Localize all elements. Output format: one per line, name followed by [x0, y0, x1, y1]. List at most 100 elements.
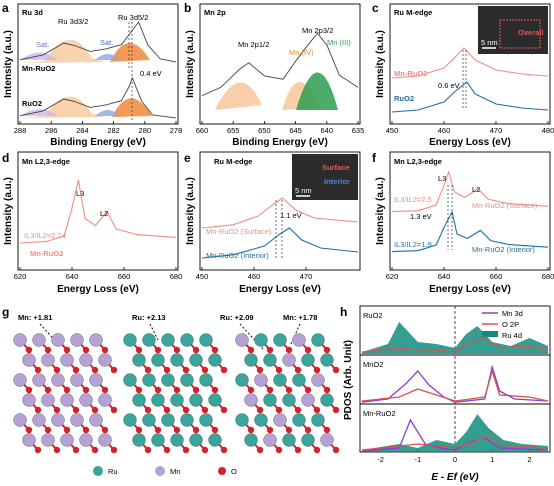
panel-a-shift: 0.4 eV [140, 69, 162, 78]
ru-atom [244, 353, 258, 367]
mn-atom [235, 333, 249, 347]
o-atom [173, 346, 181, 354]
panel-a-trace2: RuO2 [22, 99, 42, 108]
tick-label: -1 [414, 455, 421, 464]
panel-c-trace2: RuO2 [394, 94, 414, 103]
mn-atom [98, 433, 112, 447]
mn-atom [32, 333, 46, 347]
panel-h-ylabel: PDOS (Arb. Unit) [343, 340, 354, 420]
mn-atom [32, 413, 46, 427]
o-atom [91, 446, 99, 454]
panel-g-legend-ru-dot [93, 466, 103, 476]
panel-f-xticks: 620 640 660 680 [386, 267, 554, 281]
panel-f-line-surface [391, 170, 549, 213]
panel-b-peak1: Mn 2p1/2 [238, 40, 269, 49]
o-atom [72, 446, 80, 454]
o-atom [154, 426, 162, 434]
mn-atom [70, 333, 84, 347]
o-atom [91, 406, 99, 414]
o-atom [163, 406, 171, 414]
o-atom [304, 426, 312, 434]
o-atom [192, 386, 200, 394]
o-atom [25, 426, 33, 434]
ru-atom [199, 413, 213, 427]
panel-f: f Mn L2,3-edge Intensity (a.u.) Energy L… [372, 151, 554, 295]
ru-atom [142, 413, 156, 427]
o-atom [144, 446, 152, 454]
panel-a-xticks: 288 286 284 282 280 278 [14, 121, 182, 135]
panel-b-line [201, 32, 359, 97]
panel-e-trace2: Mn-RuO2 (Interior) [206, 251, 269, 260]
mn-atom [320, 433, 334, 447]
panel-f-l3: L3 [438, 174, 446, 183]
ru-atom [320, 393, 334, 407]
panel-e-inset-image [292, 154, 358, 200]
panel-d-letter: d [2, 151, 9, 165]
o-atom [182, 406, 190, 414]
panel-e-scale: 5 nm [295, 186, 312, 195]
ru-atom [235, 413, 249, 427]
mn-atom [22, 393, 36, 407]
o-atom [63, 426, 71, 434]
o-atom [275, 366, 283, 374]
tick-label: 280 [139, 126, 152, 135]
panel-e-line-surface [201, 197, 359, 229]
mn-atom [60, 433, 74, 447]
panel-f-frame [389, 151, 551, 271]
panel-h-legend-o: O 2P [502, 320, 519, 329]
panel-g: g Mn: +1.81 Ru: +2.13 Ru: +2.09 Mn: +1.7… [2, 305, 340, 476]
o-atom [323, 346, 331, 354]
o-atom [275, 446, 283, 454]
panel-a-letter: a [2, 1, 9, 15]
mn-atom [70, 413, 84, 427]
o-atom [101, 386, 109, 394]
tick-label: 460 [438, 126, 451, 135]
panel-e-xticks: 450 460 470 [196, 267, 312, 281]
ru-atom [180, 413, 194, 427]
panel-a-peak1: Ru 3d3/2 [58, 17, 88, 26]
o-atom [201, 406, 209, 414]
mn-atom [79, 353, 93, 367]
tick-label: 1 [490, 455, 494, 464]
panel-a-sat1: Sat. [36, 40, 49, 49]
o-atom [256, 406, 264, 414]
mn-atom [98, 393, 112, 407]
panel-g-label-4: Mn: +1.78 [283, 313, 317, 322]
panel-a-fill-sat2-bot [95, 110, 120, 116]
ru-atom [282, 433, 296, 447]
ru-atom [263, 393, 277, 407]
panel-a-fill-sat2-top [95, 54, 120, 60]
mn-atom [13, 333, 27, 347]
o-atom [144, 406, 152, 414]
panel-d-ratio: IL3/IL2=2.24 [24, 231, 66, 240]
o-atom [63, 386, 71, 394]
pdos-ruo2-ru-4d [362, 322, 548, 354]
o-atom [44, 426, 52, 434]
panel-e-ylabel: Intensity (a.u.) [185, 177, 196, 245]
mn-atom [51, 373, 65, 387]
panel-d-line [19, 179, 177, 244]
o-atom [313, 446, 321, 454]
panel-e-line-interior [201, 227, 359, 259]
mn-atom [263, 433, 277, 447]
tick-label: 0 [453, 455, 457, 464]
mn-atom [79, 433, 93, 447]
tick-label: 680 [170, 272, 183, 281]
mn-atom [311, 373, 325, 387]
o-atom [192, 346, 200, 354]
panel-e-xlabel: Energy Loss (eV) [239, 284, 321, 295]
ru-atom [292, 373, 306, 387]
mn-atom [273, 413, 287, 427]
o-atom [110, 366, 118, 374]
tick-label: 620 [14, 272, 27, 281]
o-atom [182, 366, 190, 374]
o-atom [266, 426, 274, 434]
tick-label: 2 [527, 455, 531, 464]
o-atom [304, 346, 312, 354]
tick-label: 645 [289, 126, 302, 135]
panel-d-trace: Mn-RuO2 [30, 249, 63, 258]
crystal-structure-2 [123, 333, 228, 454]
ru-atom [208, 353, 222, 367]
panel-g-leader-lines [39, 323, 301, 351]
ru-atom [282, 393, 296, 407]
